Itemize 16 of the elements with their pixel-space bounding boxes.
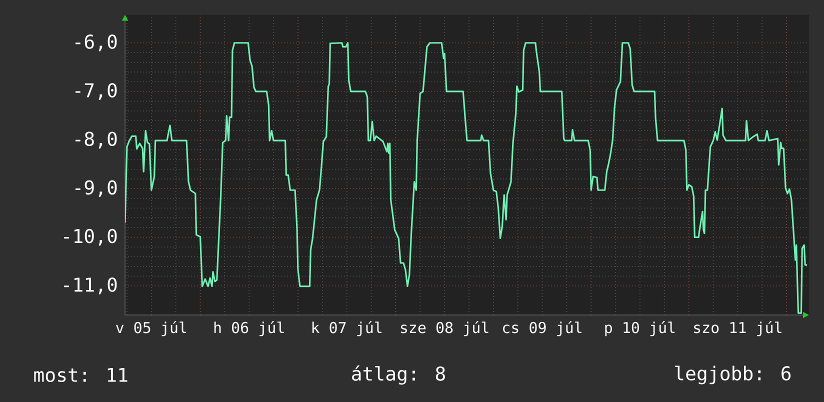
y-tick-label: -7,0 xyxy=(76,83,117,100)
x-tick-label: v 05 júl xyxy=(116,321,186,336)
y-tick-label: -8,0 xyxy=(76,132,117,148)
text: most: 11 xyxy=(34,368,128,382)
x-tick-label: sze 08 júl xyxy=(400,321,488,336)
y-tick-label: -6,0 xyxy=(76,34,117,52)
x-tick-label: k 07 júl xyxy=(312,321,382,336)
y-tick-label: -11,0 xyxy=(64,277,117,294)
text: legjobb: 6 xyxy=(675,366,791,384)
y-tick-label: -10,0 xyxy=(64,228,117,246)
x-tick-label: h 06 júl xyxy=(214,321,284,336)
y-tick-label: -9,0 xyxy=(76,180,117,198)
x-tick-label: szo 11 júl xyxy=(694,321,782,336)
x-tick-label: cs 09 júl xyxy=(503,321,582,336)
x-tick-label: p 10 júl xyxy=(605,321,675,336)
text: átlag: 8 xyxy=(352,365,445,385)
